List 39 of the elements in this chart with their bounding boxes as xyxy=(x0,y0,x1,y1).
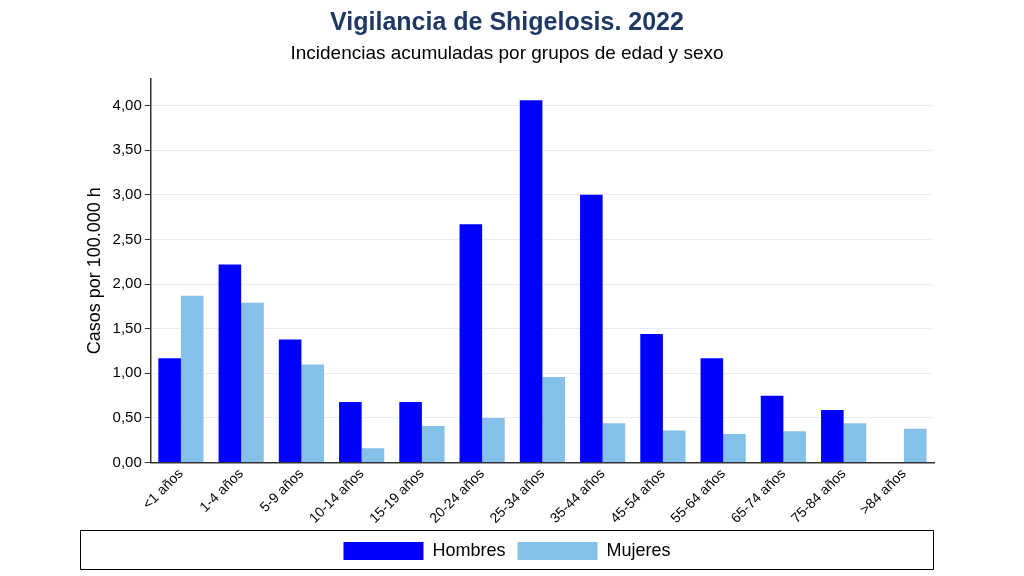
bar xyxy=(760,395,784,463)
bar xyxy=(278,339,302,463)
y-tick-label: 3,50 xyxy=(112,140,142,158)
legend-label: Hombres xyxy=(432,539,506,560)
bar xyxy=(903,428,927,463)
y-tick-label: 4,00 xyxy=(112,95,142,113)
y-tick-label: 1,00 xyxy=(112,363,142,381)
bar xyxy=(723,434,746,463)
bar xyxy=(180,295,204,463)
bar xyxy=(361,448,385,463)
bar xyxy=(519,100,543,463)
bar xyxy=(399,401,422,463)
legend-label: Mujeres xyxy=(606,539,671,560)
bar xyxy=(602,423,626,463)
bar xyxy=(421,425,445,463)
bar xyxy=(783,431,806,463)
bar xyxy=(339,401,362,463)
y-tick-label: 2,00 xyxy=(112,274,142,292)
bar xyxy=(158,358,181,463)
bar xyxy=(821,409,844,463)
bar xyxy=(700,358,724,463)
bar xyxy=(459,224,483,463)
bar xyxy=(301,364,324,463)
chart-title: Vigilancia de Shigelosis. 2022 xyxy=(330,6,684,35)
bar xyxy=(640,334,663,463)
bar xyxy=(241,302,264,463)
bar xyxy=(580,194,603,463)
bar xyxy=(843,423,867,463)
bar xyxy=(482,417,505,463)
chart-subtitle: Incidencias acumuladas por grupos de edad y sexo xyxy=(290,41,724,63)
y-axis-title: Casos por 100.000 h xyxy=(83,187,104,355)
y-tick-label: 0,00 xyxy=(112,452,142,470)
y-tick-label: 0,50 xyxy=(112,408,142,426)
bar xyxy=(218,264,242,463)
bar xyxy=(662,430,686,463)
bar xyxy=(542,376,565,463)
y-tick-label: 1,50 xyxy=(112,318,142,336)
y-tick-label: 3,00 xyxy=(112,184,142,202)
y-tick-label: 2,50 xyxy=(112,229,142,247)
